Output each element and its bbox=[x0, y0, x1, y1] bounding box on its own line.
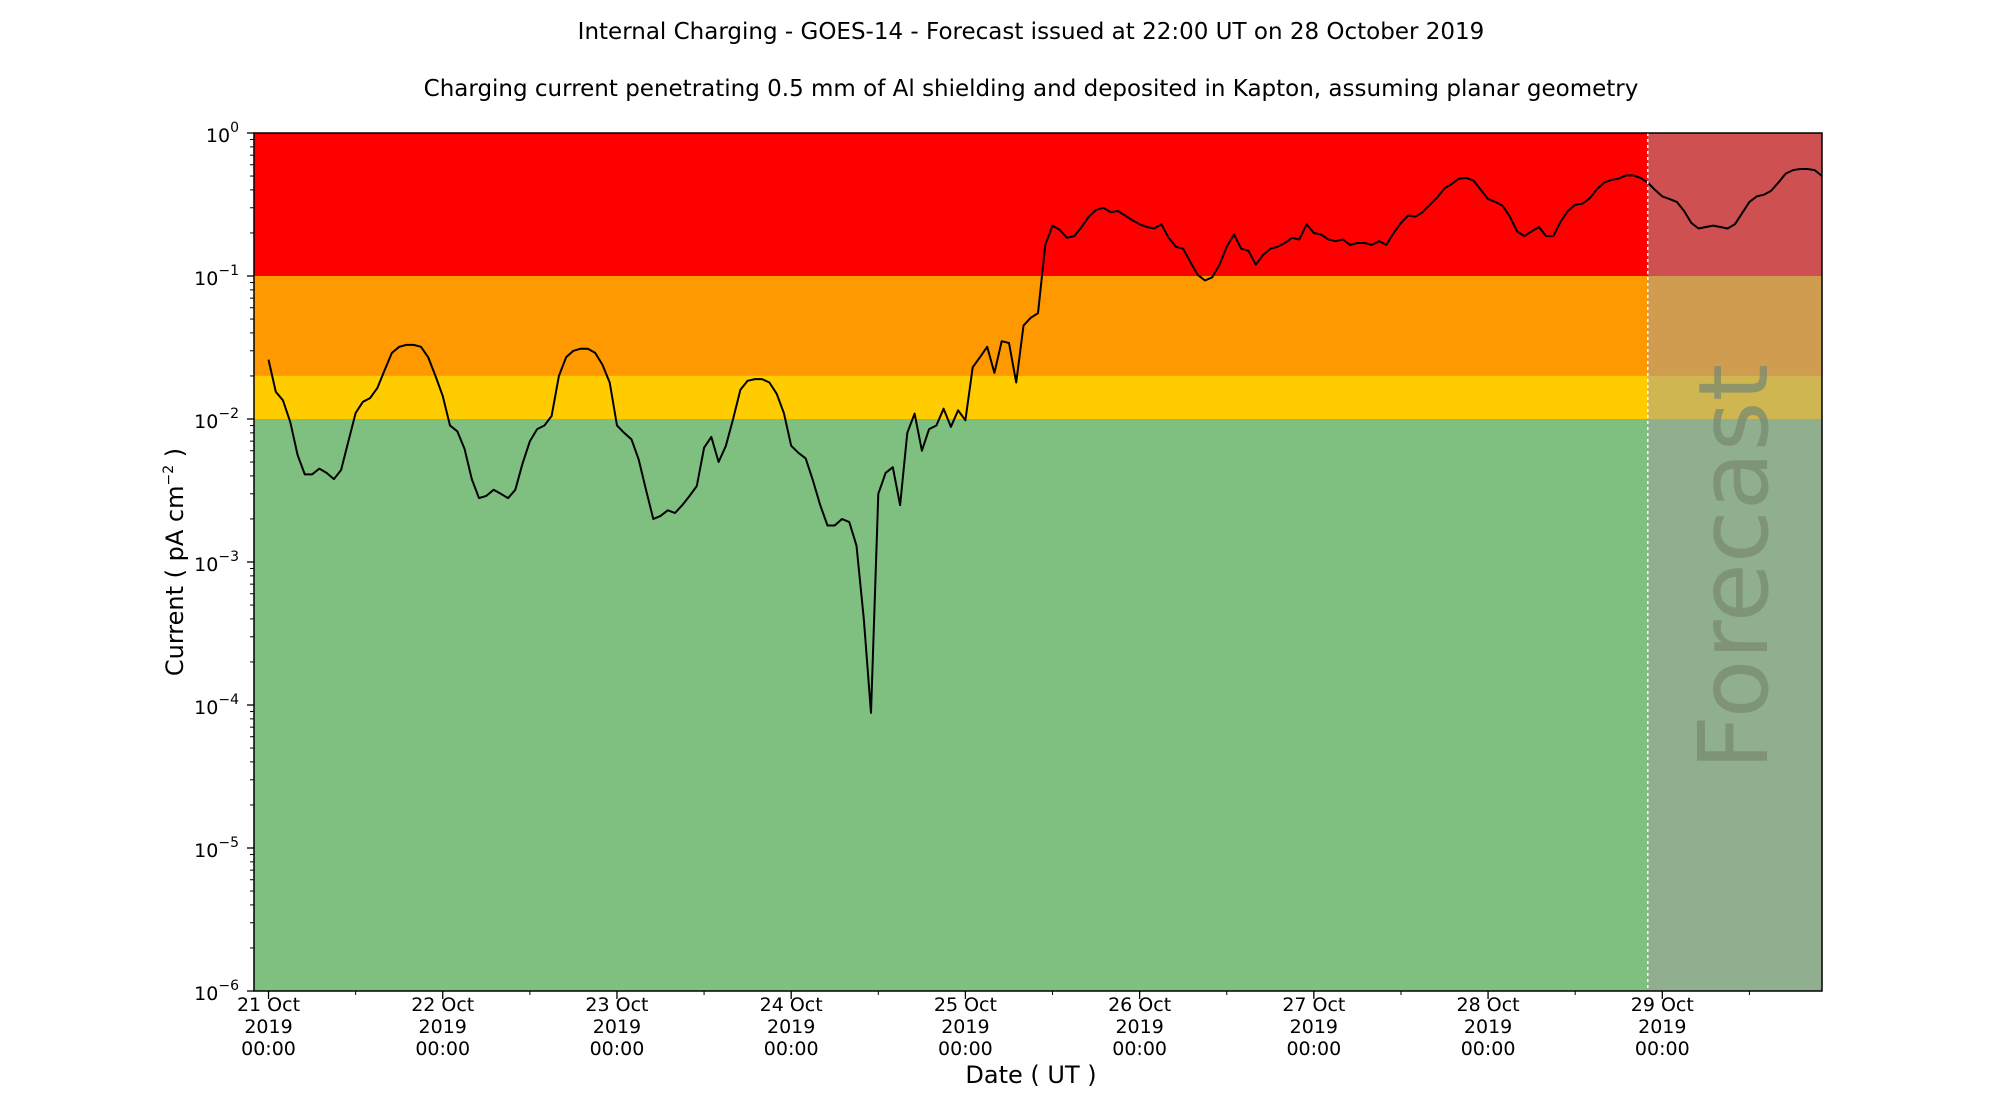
series-line bbox=[267, 168, 1823, 714]
x-axis-label: Date ( UT ) bbox=[965, 1061, 1096, 1089]
x-tick-label-5-2: 00:00 bbox=[1112, 1038, 1167, 1060]
x-tick-label-8-0: 29 Oct bbox=[1631, 994, 1694, 1016]
x-tick-label-0-2: 00:00 bbox=[241, 1038, 296, 1060]
chart-title: Internal Charging - GOES-14 - Forecast i… bbox=[578, 19, 1485, 45]
y-tick-label-0: 10−6 bbox=[194, 978, 239, 1005]
chart-subtitle: Charging current penetrating 0.5 mm of A… bbox=[424, 76, 1639, 102]
forecast-region bbox=[1647, 133, 1822, 991]
x-tick-label-1-1: 2019 bbox=[419, 1016, 467, 1038]
x-tick-label-4-0: 25 Oct bbox=[934, 994, 997, 1016]
x-tick-label-3-0: 24 Oct bbox=[760, 994, 823, 1016]
y-tick-label-5: 10−1 bbox=[194, 263, 239, 290]
x-tick-label-4-2: 00:00 bbox=[938, 1038, 993, 1060]
band-1 bbox=[254, 375, 1822, 419]
x-tick-label-2-1: 2019 bbox=[593, 1016, 641, 1038]
forecast-label: Forecast bbox=[1678, 364, 1790, 770]
y-axis: 10−6 10−5 10−4 10−3 10−2 10−1 100 bbox=[194, 120, 254, 1005]
band-3 bbox=[254, 133, 1822, 276]
x-tick-label-8-1: 2019 bbox=[1638, 1016, 1686, 1038]
x-tick-label-4-1: 2019 bbox=[941, 1016, 989, 1038]
y-tick-label-6: 100 bbox=[206, 120, 239, 147]
x-tick-label-0-1: 2019 bbox=[244, 1016, 292, 1038]
x-tick-label-1-0: 22 Oct bbox=[411, 994, 474, 1016]
x-tick-label-2-0: 23 Oct bbox=[585, 994, 648, 1016]
x-tick-label-7-0: 28 Oct bbox=[1457, 994, 1520, 1016]
x-tick-label-7-2: 00:00 bbox=[1461, 1038, 1516, 1060]
band-2 bbox=[254, 276, 1822, 376]
x-tick-label-3-2: 00:00 bbox=[764, 1038, 819, 1060]
band-0 bbox=[254, 419, 1822, 991]
y-tick-label-1: 10−5 bbox=[194, 835, 239, 862]
x-tick-label-2-2: 00:00 bbox=[590, 1038, 645, 1060]
x-tick-label-5-0: 26 Oct bbox=[1108, 994, 1171, 1016]
x-tick-label-8-2: 00:00 bbox=[1635, 1038, 1690, 1060]
y-tick-label-4: 10−2 bbox=[194, 406, 239, 433]
x-tick-label-0-0: 21 Oct bbox=[237, 994, 300, 1016]
x-tick-label-6-2: 00:00 bbox=[1286, 1038, 1341, 1060]
forecast-overlay bbox=[1647, 133, 1822, 991]
threshold-bands bbox=[254, 133, 1822, 991]
y-axis-label: Current ( pA cm−2 ) bbox=[161, 448, 189, 676]
y-tick-label-2: 10−4 bbox=[194, 692, 239, 719]
y-tick-label-3: 10−3 bbox=[194, 549, 239, 576]
x-tick-label-5-1: 2019 bbox=[1115, 1016, 1163, 1038]
x-tick-label-3-1: 2019 bbox=[767, 1016, 815, 1038]
x-tick-label-1-2: 00:00 bbox=[415, 1038, 470, 1060]
x-tick-label-7-1: 2019 bbox=[1464, 1016, 1512, 1038]
x-tick-label-6-0: 27 Oct bbox=[1282, 994, 1345, 1016]
x-tick-label-6-1: 2019 bbox=[1290, 1016, 1338, 1038]
